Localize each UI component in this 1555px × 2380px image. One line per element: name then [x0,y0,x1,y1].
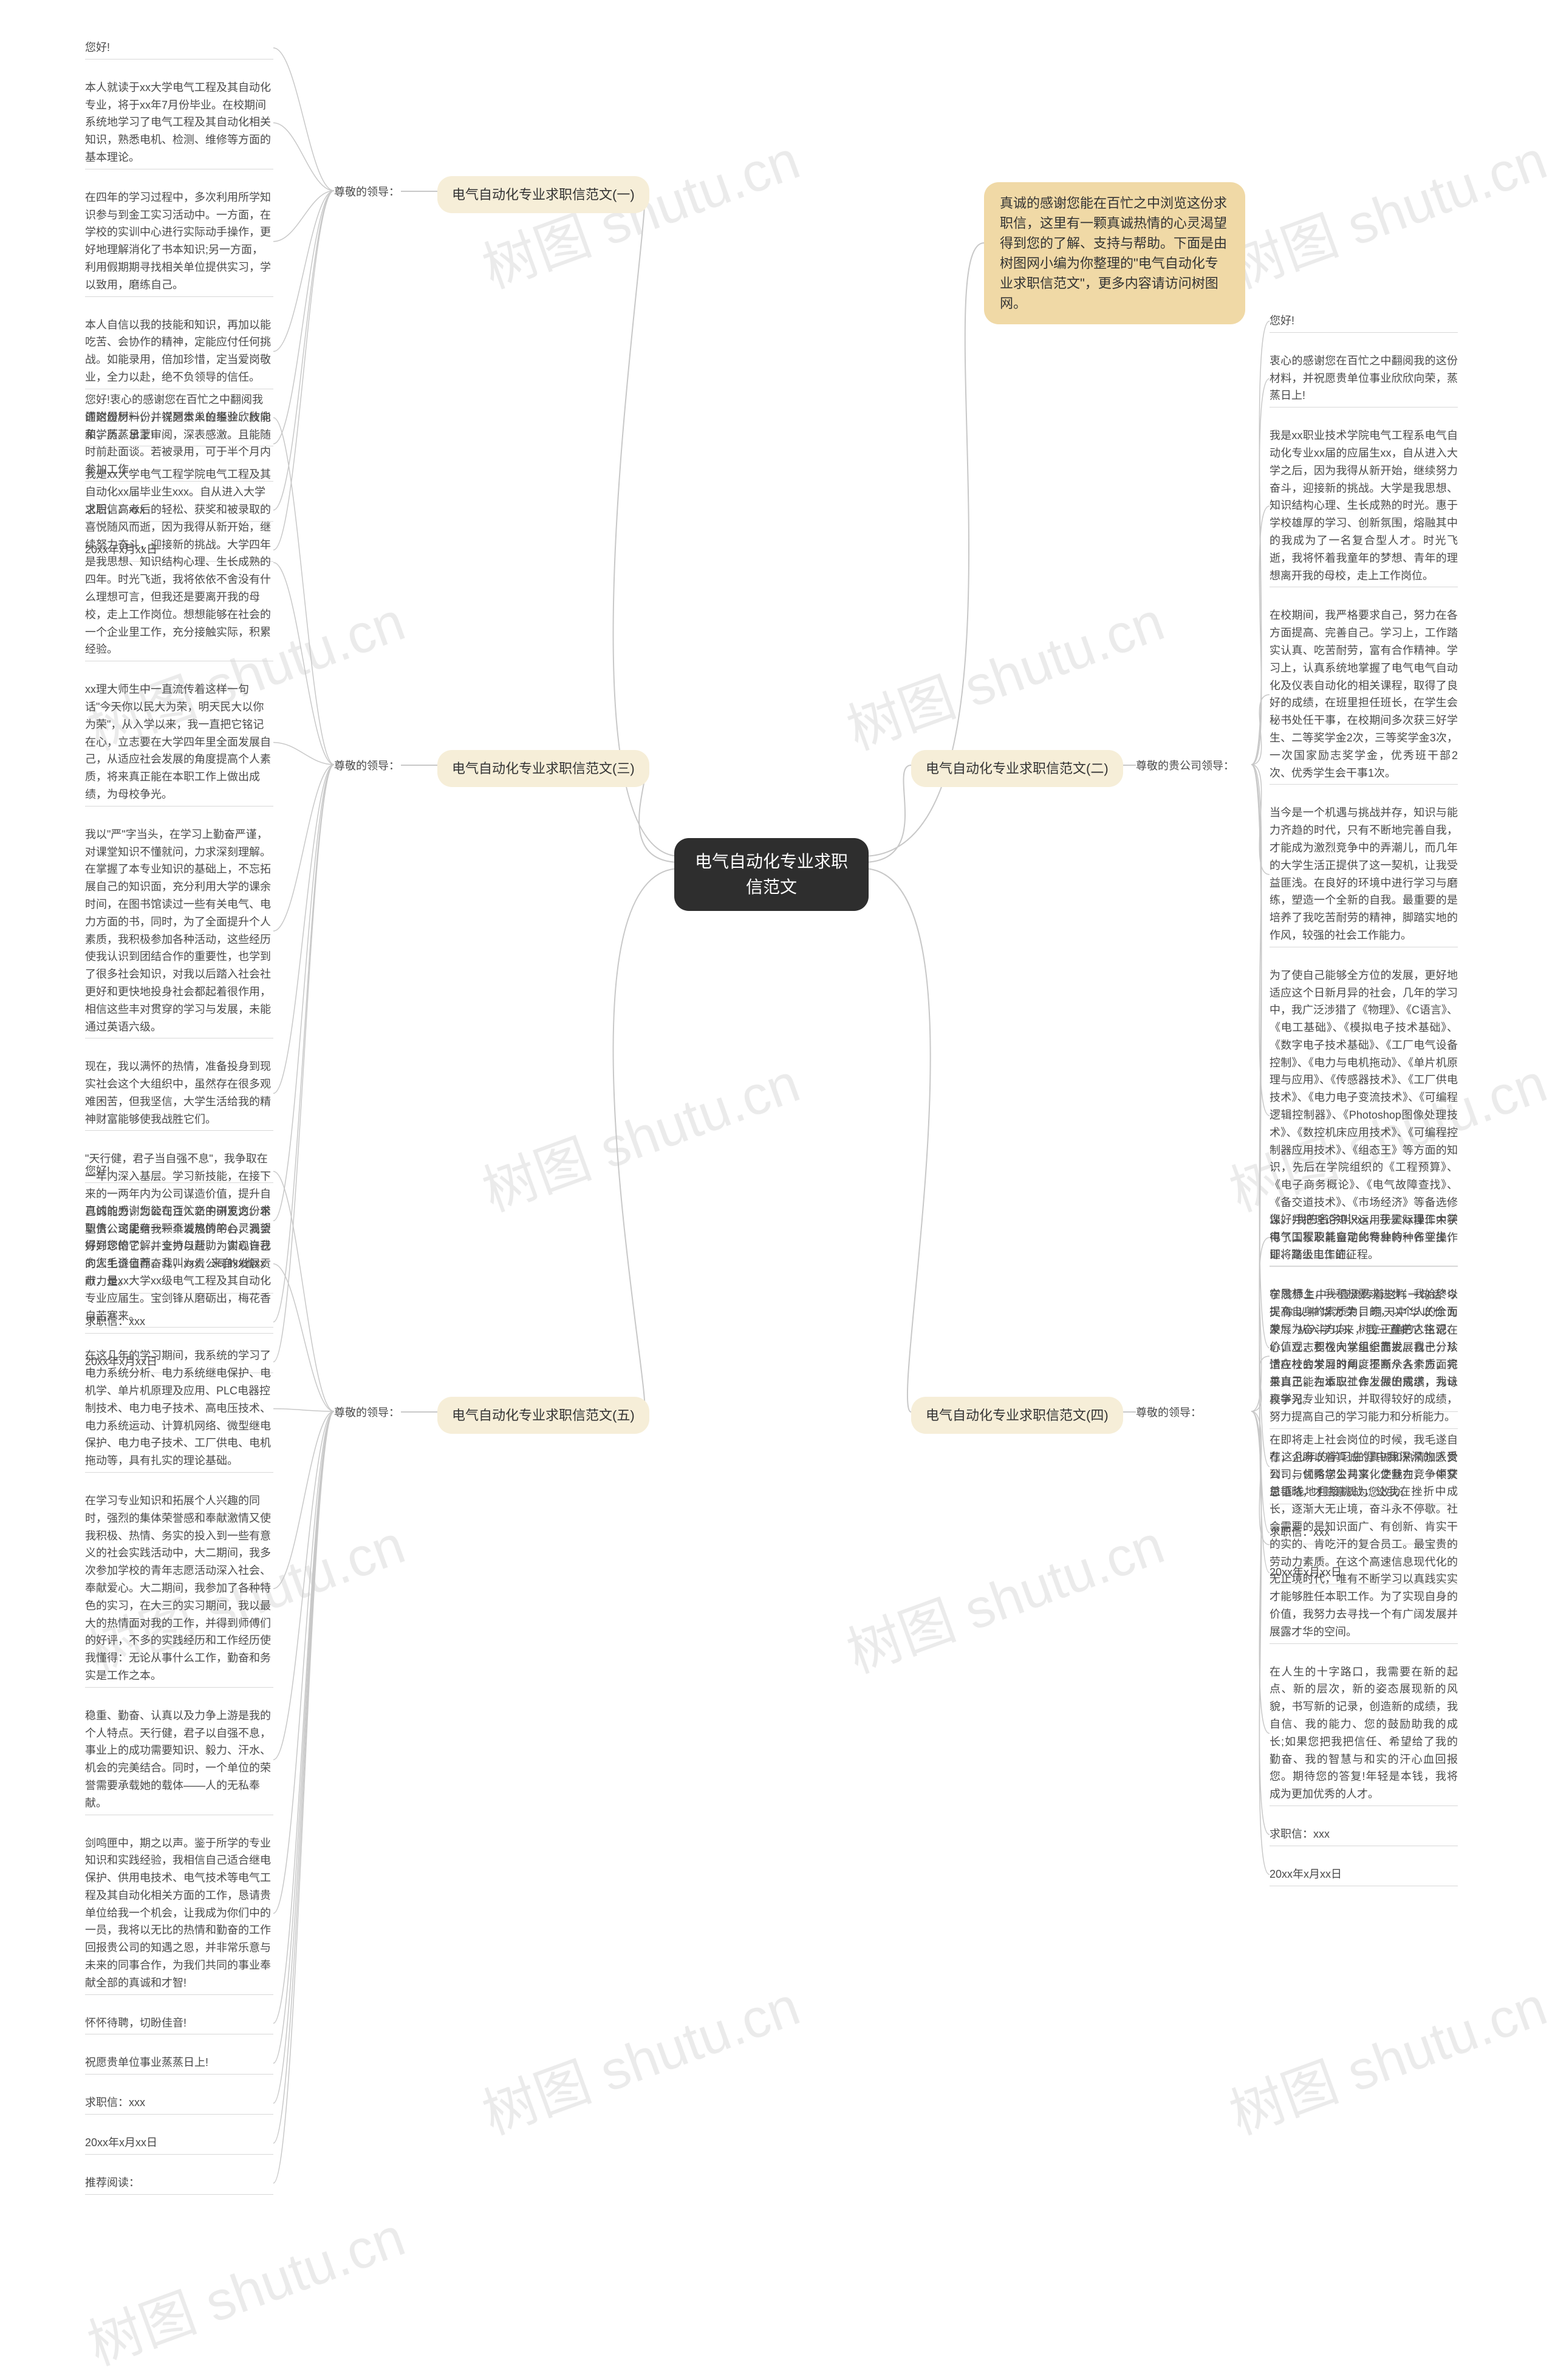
leaf-text: 您好! [85,36,273,60]
leaf-text: 在校期间，我严格要求自己，努力在各方面提高、完善自己。学习上，工作踏实认真、吃苦… [1270,604,1458,785]
leaf-text: 在这几年的学习期间，我系统的学习了电力系统分析、电力系统继电保护、电机学、单片机… [85,1345,273,1473]
leaf-text: 在人生的十字路口，我需要在新的起点、新的层次，新的姿态展现新的风貌，书写新的记录… [1270,1661,1458,1806]
section-title: 电气自动化专业求职信范文(一) [437,176,649,213]
watermark: 树图 shutu.cn [470,1039,808,1227]
salutation-label: 尊敬的领导： [1136,1404,1201,1420]
watermark: 树图 shutu.cn [470,1962,808,2150]
leaf-text: 衷心的感谢您在百忙之中翻阅我的这份材料，并祝愿贵单位事业欣欣向荣，蒸蒸日上! [1270,350,1458,407]
watermark: 树图 shutu.cn [835,1501,1173,1688]
root-node: 电气自动化专业求职信范文 [674,838,869,911]
section-title: 电气自动化专业求职信范文(三) [437,750,649,787]
section-title: 电气自动化专业求职信范文(二) [911,750,1123,787]
leaf-text: 在学习专业知识和拓展个人兴趣的同时，强烈的集体荣誉感和奉献激情又使我积极、热情、… [85,1490,273,1688]
intro-node: 真诚的感谢您能在百忙之中浏览这份求职信，这里有一颗真诚热情的心灵渴望得到您的了解… [984,182,1245,324]
leaf-text: 在四年的学习过程中，多次利用所学知识参与到金工实习活动中。一方面，在学校的实训中… [85,186,273,297]
leaf-text: 您好! [1270,310,1458,333]
watermark: 树图 shutu.cn [835,578,1173,765]
salutation-label: 尊敬的领导： [334,1404,400,1420]
leaf-text: 在这几年的学习生涯中我深深的感受到：与优秀学生共事，使我在竞争中获益匪浅地迎接挑… [1270,1446,1458,1644]
leaf-text: 推荐阅读： [85,2172,273,2195]
leaf-text: 求职信：xxx [1270,1823,1458,1846]
leaf-text: 我是xx职业技术学院电气工程系电气自动化专业xx届的应届生xx，自从进入大学之后… [1270,425,1458,587]
leaf-text: 剑鸣匣中，期之以声。鉴于所学的专业知识和实践经验，我相信自己适合继电保护、供用电… [85,1832,273,1995]
salutation-label: 尊敬的贵公司领导： [1136,757,1234,773]
salutation-label: 尊敬的领导： [334,757,400,773]
leaf-text: xx理大师生中一直流传着这样一句话"今天你以民大为荣，明天民大以你为荣"，从入学… [85,678,273,806]
salutation-label: 尊敬的领导： [334,183,400,199]
watermark: 树图 shutu.cn [75,2193,414,2380]
leaf-text: 我是xx大学电气工程学院电气工程及其自动化xx届毕业生xxx。自从进入大学之后，… [85,463,273,661]
leaf-text: 现在，我以满怀的热情，准备投身到现实社会这个大组织中，虽然存在很多观难困苦，但我… [85,1055,273,1131]
leaf-column: 您好!我的名字叫xxx，我是xx理工大学电气工程及其自动化专业的一名学生，即将踏… [1270,1209,1458,1886]
section-title: 电气自动化专业求职信范文(四) [911,1397,1123,1434]
leaf-text: 稳重、勤奋、认真以及力争上游是我的个人特点。天行健，君子以自强不息，事业上的成功… [85,1705,273,1815]
section-title: 电气自动化专业求职信范文(五) [437,1397,649,1434]
leaf-text: 您好! [85,1160,273,1183]
leaf-text: 本人就读于xx大学电气工程及其自动化专业，将于xx年7月份毕业。在校期间系统地学… [85,77,273,169]
leaf-text: 祝愿贵单位事业蒸蒸日上! [85,2051,273,2075]
leaf-text: 求职信：xxx [85,2092,273,2115]
leaf-text: 20xx年x月xx日 [85,2132,273,2155]
leaf-text: 您好!衷心的感谢您在百忙之中翻阅我的这份材料，并祝愿贵单位事业欣欣向荣，蒸蒸日上… [85,389,273,446]
watermark: 树图 shutu.cn [1217,1962,1555,2150]
leaf-text: 我以"严"字当头，在学习上勤奋严谨，对课堂知识不懂就问，力求深刻理解。在掌握了本… [85,823,273,1039]
leaf-text: 真诚的感谢您能在百忙之中浏览这份求职信，这里有一颗真诚热情的心灵渴望得到您的了解… [85,1200,273,1328]
leaf-text: 在思想上，我积极要求进步，我始终以提高自身的素质为目的，以个人的全面发展为奋斗方… [1270,1283,1458,1428]
leaf-column: 您好! 真诚的感谢您能在百忙之中浏览这份求职信，这里有一颗真诚热情的心灵渴望得到您… [85,1160,273,2195]
leaf-text: 当今是一个机遇与挑战并存，知识与能力齐趋的时代，只有不断地完善自我，才能成为激烈… [1270,802,1458,947]
watermark: 树图 shutu.cn [1217,116,1555,304]
leaf-text: 您好!我的名字叫xxx，我是xx理工大学电气工程及其自动化专业的一名学生，即将踏… [1270,1209,1458,1266]
leaf-text: 20xx年x月xx日 [1270,1863,1458,1886]
leaf-text: 怀怀待聘，切盼佳音! [85,2012,273,2035]
leaf-text: 本人自信以我的技能和知识，再加以能吃苦、会协作的精神，定能应付任何挑战。如能录用… [85,314,273,389]
